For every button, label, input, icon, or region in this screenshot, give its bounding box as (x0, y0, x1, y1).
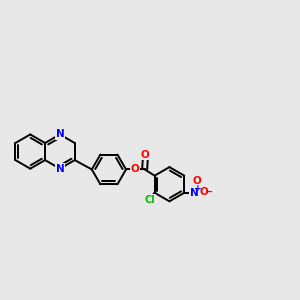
Text: −: − (205, 187, 213, 197)
Text: O: O (130, 164, 139, 174)
Text: O: O (200, 187, 208, 197)
Text: O: O (192, 176, 201, 186)
Text: +: + (194, 184, 202, 193)
Text: Cl: Cl (145, 195, 155, 205)
Text: N: N (56, 129, 64, 140)
Text: O: O (141, 149, 150, 160)
Text: N: N (56, 164, 64, 174)
Text: N: N (190, 188, 199, 198)
